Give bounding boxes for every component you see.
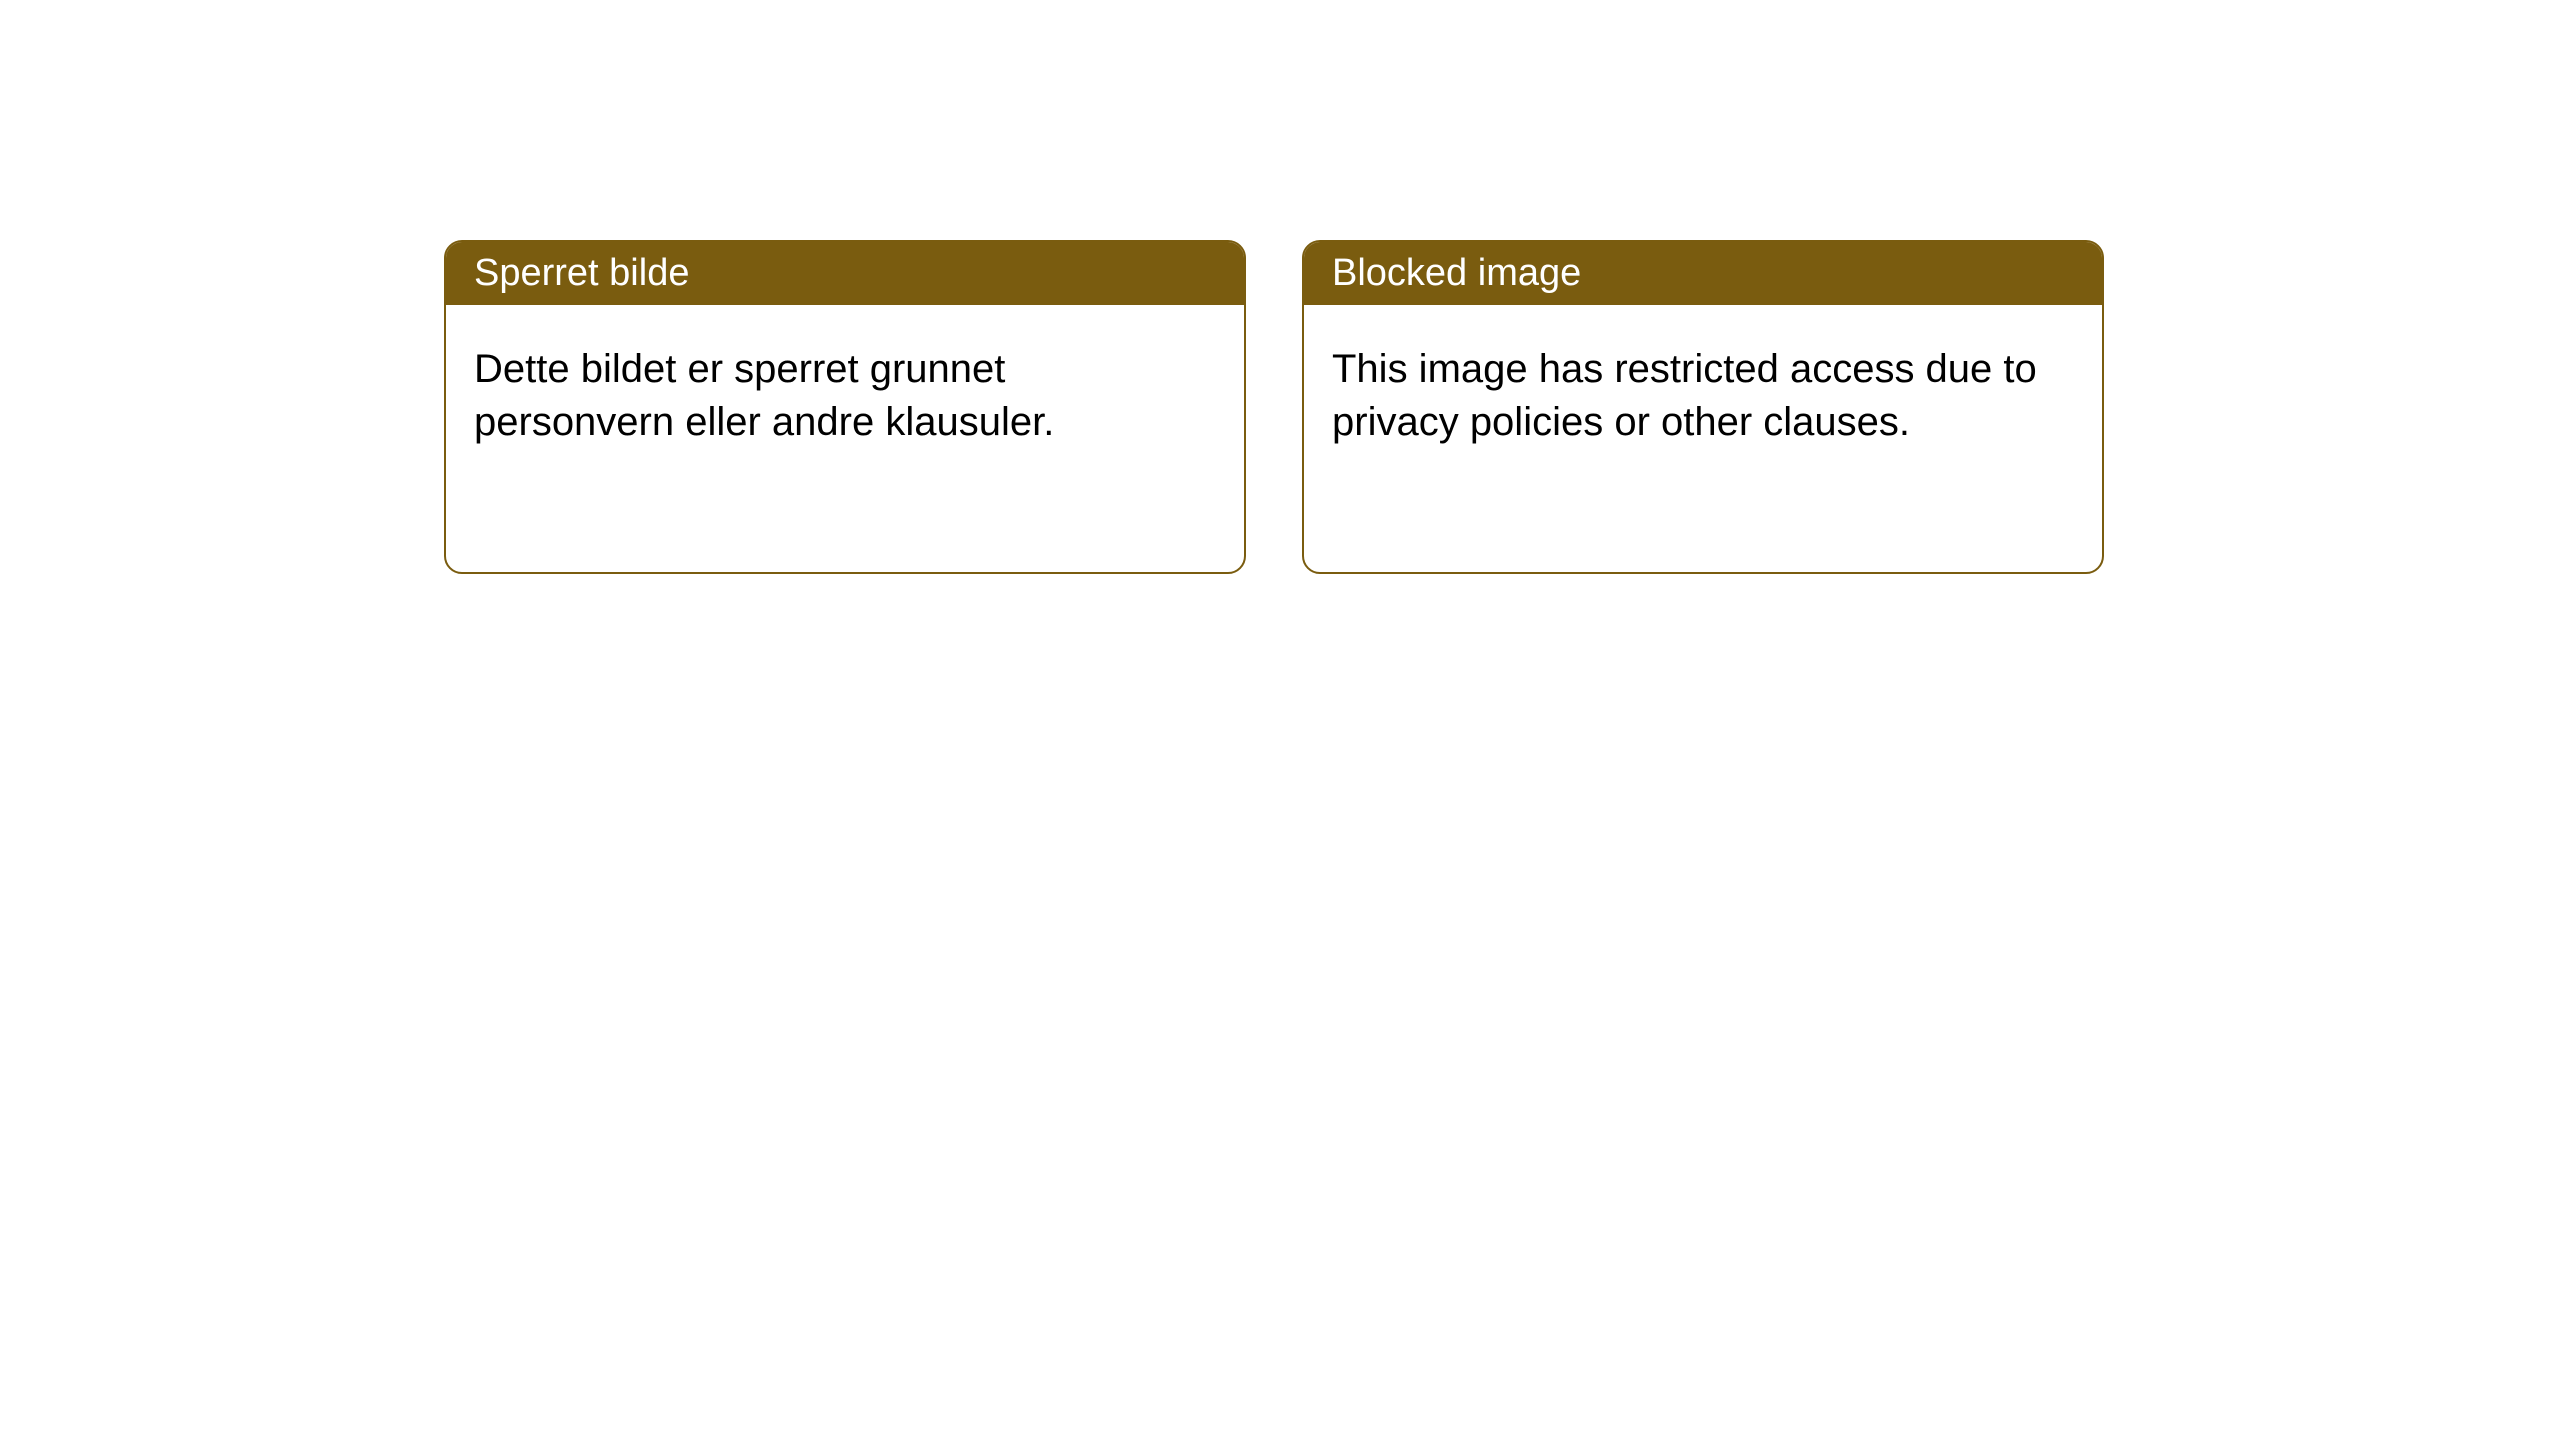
card-body: Dette bildet er sperret grunnet personve…: [446, 305, 1244, 487]
card-body: This image has restricted access due to …: [1304, 305, 2102, 487]
card-title: Blocked image: [1304, 242, 2102, 305]
notice-container: Sperret bilde Dette bildet er sperret gr…: [0, 0, 2560, 574]
notice-card-norwegian: Sperret bilde Dette bildet er sperret gr…: [444, 240, 1246, 574]
card-title: Sperret bilde: [446, 242, 1244, 305]
notice-card-english: Blocked image This image has restricted …: [1302, 240, 2104, 574]
